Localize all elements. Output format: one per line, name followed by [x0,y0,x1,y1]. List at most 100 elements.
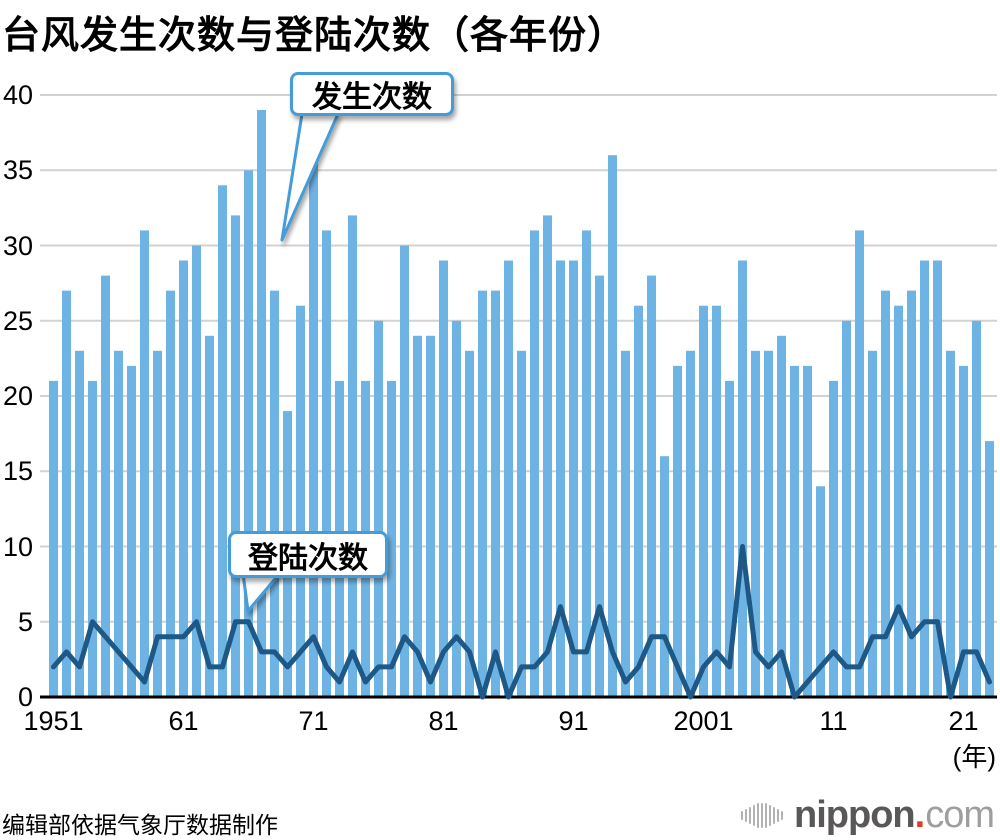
bar [400,245,409,697]
soundwave-bars-icon [741,802,785,828]
bar [348,215,357,697]
logo-dot: . [914,793,926,836]
bar [790,365,799,697]
bar [88,380,97,697]
bar [257,110,266,697]
bar [153,350,162,697]
bar [985,441,994,697]
bar [205,335,214,697]
bar [530,230,539,697]
bar [725,380,734,697]
bar [556,260,565,697]
bar [231,215,240,697]
bar [75,350,84,697]
bar [491,290,500,697]
bar [192,245,201,697]
bar [582,230,591,697]
bar [608,155,617,697]
bar [387,380,396,697]
y-tick-label: 0 [17,682,33,712]
y-tick-label: 15 [2,456,33,487]
x-tick-label: 11 [819,706,848,736]
bar [270,290,279,697]
bar [465,350,474,697]
bar [946,350,955,697]
bar [764,350,773,697]
x-axis-unit-label: (年) [952,742,996,772]
bar [218,185,227,698]
bar [699,305,708,697]
bar [374,320,383,698]
bar [920,260,929,697]
x-tick-label: 61 [168,706,199,736]
bar [452,320,461,698]
y-tick-label: 10 [2,531,33,562]
bar [751,350,760,697]
landfall-callout: 登陆次数 [228,531,388,578]
y-tick-label: 35 [2,155,33,186]
bar [166,290,175,697]
bar [777,335,786,697]
bar [959,365,968,697]
bar [595,275,604,697]
bar [829,380,838,697]
bar [881,290,890,697]
bar [621,350,630,697]
bar [101,275,110,697]
bar [894,305,903,697]
bar [504,260,513,697]
x-tick-label: 1951 [23,706,84,736]
bar [62,290,71,697]
logo-text-bold: nippon [794,793,916,836]
landfall-callout-label: 登陆次数 [248,541,368,575]
landfall-line [51,544,992,700]
bar [803,365,812,697]
occurrence-callout-label: 发生次数 [312,81,432,114]
bar [660,456,669,697]
bar [712,305,721,697]
bar [842,320,851,698]
bar [647,275,656,697]
bar [686,350,695,697]
y-tick-label: 25 [2,305,33,336]
bar [738,260,747,697]
chart-title: 台风发生次数与登陆次数（各年份） [2,15,627,57]
x-tick-label: 91 [558,706,589,736]
x-tick-label: 21 [948,706,979,736]
logo-text-light: com [925,793,995,836]
bar [114,350,123,697]
bar [296,305,305,697]
bar [868,350,877,697]
x-tick-label: 81 [428,706,459,736]
bar [543,215,552,697]
bar [517,350,526,697]
bar [439,260,448,697]
source-note: 编辑部依据气象厅数据制作 [2,812,278,838]
bar [634,305,643,697]
x-tick-label: 71 [298,706,329,736]
bar [127,365,136,697]
bar [816,486,825,697]
nippon-logo[interactable]: nippon . com [741,792,995,838]
y-tick-label: 20 [2,381,33,411]
occurrence-callout: 发生次数 [290,72,454,116]
x-tick-label: 2001 [673,706,734,736]
occurrence-bars [49,110,994,698]
bar [322,230,331,697]
bar [309,155,318,697]
y-tick-label: 5 [17,606,33,637]
bar [179,260,188,697]
bar [907,290,916,697]
bar [855,230,864,697]
bar [933,260,942,697]
bar [972,320,981,698]
bar [673,365,682,697]
bar [244,170,253,698]
bar [478,290,487,697]
bar [140,230,149,697]
y-tick-label: 30 [2,230,33,261]
bar [413,335,422,697]
bar [49,380,58,697]
